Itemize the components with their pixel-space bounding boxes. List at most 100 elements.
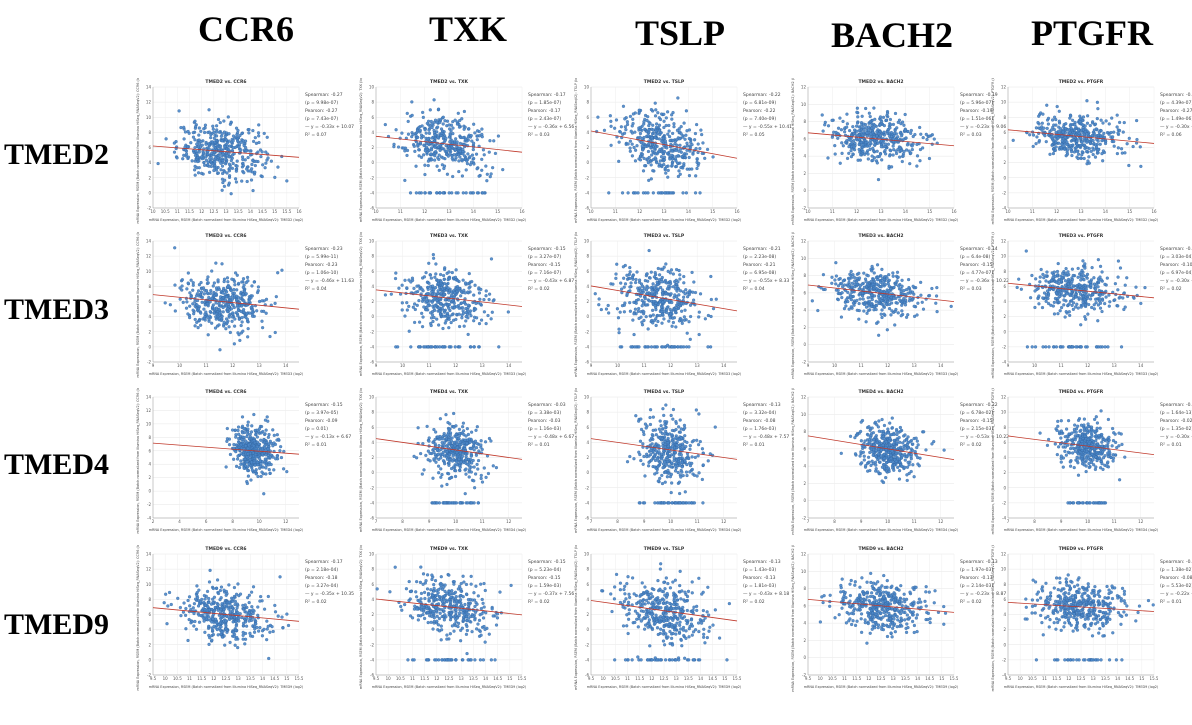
data-point — [220, 177, 225, 181]
data-point — [264, 428, 268, 432]
data-point — [641, 169, 646, 173]
data-point — [891, 122, 896, 127]
data-point — [1113, 298, 1117, 302]
data-point — [671, 285, 676, 289]
x-tick-label: 12 — [854, 209, 860, 214]
data-point — [259, 155, 263, 159]
data-point — [632, 312, 636, 316]
data-point — [1034, 142, 1038, 146]
data-point — [861, 133, 865, 137]
data-point — [487, 297, 491, 302]
data-point — [232, 287, 236, 292]
data-point — [218, 144, 223, 148]
data-point — [1087, 146, 1091, 151]
data-point — [683, 137, 687, 141]
data-point — [674, 148, 678, 153]
data-point — [844, 298, 848, 302]
data-point — [487, 150, 491, 154]
data-point — [461, 278, 465, 282]
data-point — [432, 256, 436, 260]
data-point — [479, 318, 484, 322]
data-point — [903, 128, 907, 132]
data-point — [1125, 142, 1129, 146]
data-point — [196, 171, 201, 175]
stats-box: Spearman: -0.22 (p = 6.81e-09) Pearson: -0… — [743, 92, 792, 140]
data-point — [845, 122, 850, 126]
data-point — [435, 164, 439, 168]
data-point — [227, 162, 232, 166]
data-point — [441, 191, 445, 195]
data-point — [1103, 282, 1107, 286]
x-tick-label: 13 — [480, 363, 486, 368]
data-point — [674, 164, 679, 169]
data-point — [653, 271, 657, 275]
data-point — [224, 304, 229, 308]
data-point — [638, 131, 643, 136]
data-point — [252, 139, 256, 144]
data-point — [251, 314, 255, 318]
data-point — [273, 175, 277, 179]
data-point — [428, 191, 432, 195]
data-point — [1091, 120, 1095, 124]
y-tick-label: 8 — [803, 119, 806, 124]
data-point — [844, 304, 848, 308]
data-point — [847, 277, 851, 281]
data-point — [462, 324, 466, 328]
data-point — [471, 191, 475, 195]
data-point — [888, 154, 892, 158]
data-point — [481, 191, 485, 195]
y-tick-label: 4 — [371, 284, 374, 289]
data-point — [870, 304, 874, 309]
data-point — [424, 308, 428, 312]
stat-line: Spearman: -0.07 — [1160, 247, 1192, 252]
data-point — [684, 191, 689, 195]
data-point — [672, 122, 676, 126]
data-point — [225, 309, 230, 314]
data-point — [619, 125, 623, 129]
data-point — [857, 271, 861, 275]
stat-line: (p = 3.27e-07) — [528, 255, 562, 260]
data-point — [233, 324, 237, 328]
y-tick-label: 2 — [148, 329, 151, 334]
data-point — [678, 172, 682, 176]
data-point — [882, 305, 887, 309]
plot-title: TMED2 vs. TSLP — [644, 79, 685, 85]
data-point — [622, 276, 626, 280]
data-point — [900, 284, 904, 288]
data-point — [425, 299, 429, 303]
data-point — [847, 307, 851, 311]
data-point — [429, 276, 433, 280]
stat-line: — y = -0.36x + 10.22 — [960, 279, 1010, 284]
data-point — [646, 133, 650, 138]
y-tick-label: 0 — [1003, 329, 1006, 334]
data-point — [820, 113, 824, 117]
data-point — [599, 308, 603, 312]
data-point — [406, 119, 410, 124]
data-point — [427, 261, 431, 265]
data-point — [651, 191, 655, 195]
data-point — [871, 282, 875, 287]
data-point — [658, 159, 662, 163]
data-point — [439, 133, 443, 138]
data-point — [456, 278, 460, 283]
data-point — [220, 139, 224, 143]
data-point — [1135, 118, 1139, 123]
data-point — [834, 288, 839, 292]
data-point — [856, 115, 860, 119]
data-point — [1098, 142, 1102, 146]
data-point — [1139, 164, 1143, 168]
data-point — [849, 269, 853, 274]
data-point — [682, 162, 686, 166]
data-point — [1083, 266, 1087, 270]
data-point — [409, 280, 413, 284]
data-point — [254, 141, 259, 145]
data-point — [919, 132, 923, 136]
data-point — [224, 327, 228, 331]
data-point — [229, 307, 234, 311]
data-point — [839, 282, 844, 286]
data-point — [211, 284, 215, 288]
data-points — [595, 96, 715, 195]
data-point — [197, 166, 201, 170]
data-point — [853, 141, 857, 146]
